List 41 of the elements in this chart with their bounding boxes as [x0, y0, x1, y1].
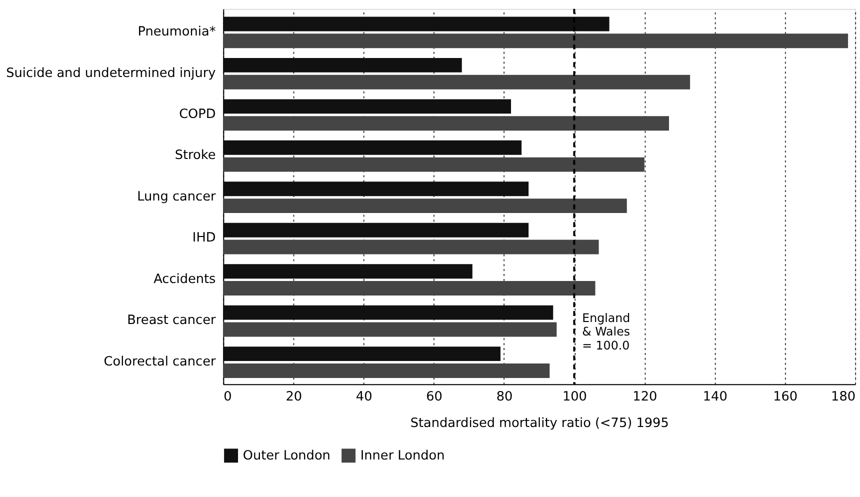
bar: [223, 346, 500, 362]
bar: [223, 16, 610, 32]
bar: [223, 74, 690, 90]
x-axis-title: Standardised mortality ratio (<75) 1995: [410, 416, 669, 432]
y-tick-label: Lung cancer: [137, 189, 216, 204]
bar: [223, 305, 554, 320]
bar: [223, 34, 848, 48]
x-tick-label: 100: [562, 389, 587, 404]
legend-label: Inner London: [360, 448, 445, 464]
bar: [223, 116, 669, 131]
legend-label: Outer London: [242, 448, 330, 464]
x-tick-label: 180: [831, 389, 856, 404]
ref-line-label: England & Wales = 100.0: [582, 310, 630, 353]
y-tick-label: Breast cancer: [127, 313, 216, 328]
bar: [223, 157, 644, 172]
x-tick-label: 80: [496, 389, 513, 404]
y-tick-label: IHD: [192, 230, 216, 246]
x-tick-label: 120: [632, 389, 658, 404]
bar: [223, 58, 462, 72]
bar: [223, 198, 627, 214]
y-tick-label: Colorectal cancer: [104, 354, 216, 370]
y-tick-label: Pneumonia*: [138, 24, 216, 40]
x-tick-label: 160: [773, 389, 798, 404]
y-tick-label: COPD: [179, 106, 216, 122]
y-tick-label: Accidents: [154, 272, 216, 287]
x-tick-label: 20: [286, 389, 302, 404]
bar: [223, 222, 529, 238]
y-tick-label: Stroke: [174, 148, 216, 164]
bar: [223, 363, 550, 378]
bar: [223, 281, 596, 296]
bar: [223, 182, 529, 196]
x-tick-label: 60: [426, 389, 442, 404]
x-tick-label: 40: [356, 389, 372, 404]
y-tick-label: Suicide and undetermined injury: [6, 66, 216, 81]
bar: [223, 322, 557, 337]
x-tick-label: 0: [224, 389, 232, 404]
bar: [223, 264, 472, 279]
bar: [223, 240, 599, 254]
x-tick-label: 140: [702, 389, 728, 404]
bar: [223, 99, 512, 114]
bar: [223, 140, 522, 155]
